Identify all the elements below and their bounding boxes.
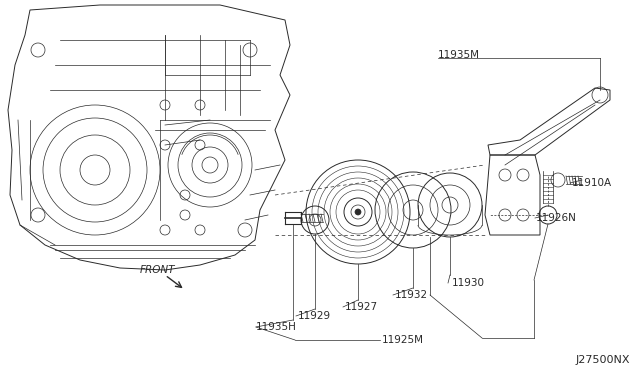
- Text: 11932: 11932: [395, 290, 428, 300]
- Text: 11929: 11929: [298, 311, 331, 321]
- Text: 11935M: 11935M: [438, 50, 480, 60]
- Text: 11935H: 11935H: [256, 322, 297, 332]
- Text: 11926N: 11926N: [536, 213, 577, 223]
- Text: FRONT: FRONT: [140, 265, 175, 275]
- Text: 11910A: 11910A: [572, 178, 612, 188]
- Circle shape: [355, 209, 361, 215]
- Text: 11927: 11927: [345, 302, 378, 312]
- Text: J27500NX: J27500NX: [575, 355, 630, 365]
- Text: 11930: 11930: [452, 278, 485, 288]
- Text: 11925M: 11925M: [382, 335, 424, 345]
